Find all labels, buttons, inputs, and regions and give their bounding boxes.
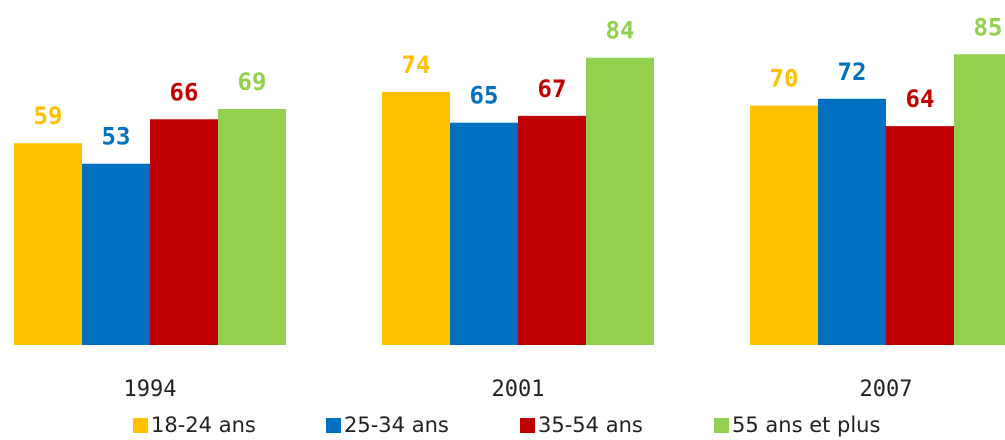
bar [14, 143, 82, 345]
x-tick-label: 2001 [492, 377, 545, 402]
value-label: 72 [838, 58, 867, 86]
bar [818, 98, 886, 345]
value-label: 66 [170, 78, 199, 106]
bar [954, 54, 1005, 346]
bar [450, 122, 518, 345]
legend-label: 35-54 ans [538, 413, 643, 437]
bar [82, 163, 150, 345]
bar [886, 126, 954, 346]
bar [150, 119, 218, 345]
legend-swatch [520, 418, 535, 433]
legend-label: 55 ans et plus [732, 413, 880, 437]
value-label: 64 [906, 85, 935, 113]
value-label: 67 [538, 75, 567, 103]
value-label: 59 [34, 102, 63, 130]
value-label: 70 [770, 65, 799, 93]
legend-swatch [326, 418, 341, 433]
value-label: 65 [470, 82, 499, 110]
x-tick-label: 1994 [124, 377, 177, 402]
value-label: 53 [102, 123, 131, 151]
value-label: 84 [606, 17, 635, 45]
legend-swatch [133, 418, 148, 433]
value-label: 74 [402, 51, 431, 79]
bar [750, 105, 818, 345]
legend-swatch [714, 418, 729, 433]
bar [586, 57, 654, 345]
bar [518, 115, 586, 345]
bar [382, 91, 450, 345]
x-tick-label: 2007 [860, 377, 913, 402]
legend-label: 25-34 ans [344, 413, 449, 437]
legend-label: 18-24 ans [151, 413, 256, 437]
value-label: 69 [238, 68, 267, 96]
bar [218, 109, 286, 346]
value-label: 85 [974, 13, 1003, 41]
